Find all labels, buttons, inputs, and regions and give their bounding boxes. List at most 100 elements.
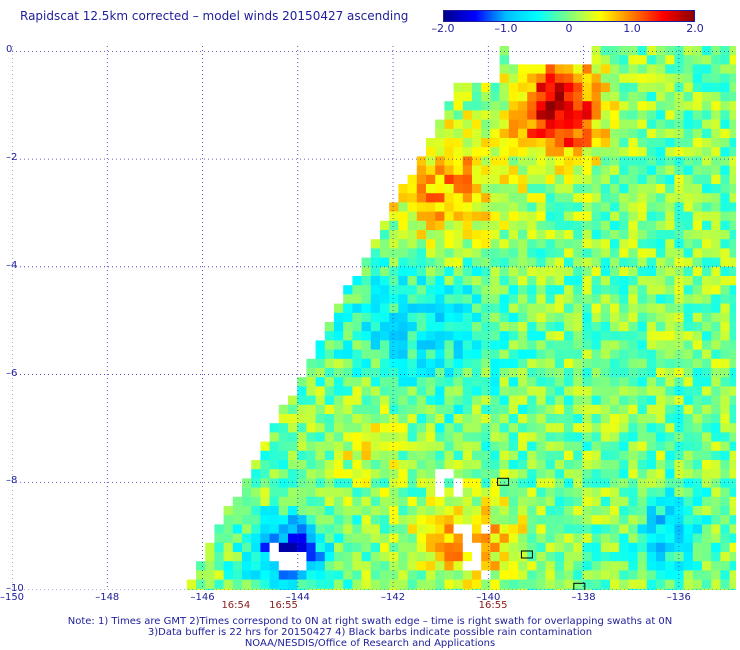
wind-cell (435, 515, 445, 525)
wind-cell (628, 386, 638, 396)
wind-cell (591, 542, 602, 553)
wind-cell (380, 506, 390, 516)
wind-cell (214, 552, 224, 562)
wind-cell (628, 128, 638, 139)
wind-cell (389, 331, 399, 341)
wind-cell (591, 386, 602, 396)
wind-cell (205, 561, 215, 571)
colorbar (443, 10, 695, 22)
wind-cell (389, 524, 399, 534)
wind-cell (619, 174, 629, 185)
wind-cell (610, 542, 620, 553)
wind-cell (628, 46, 638, 56)
wind-cell (545, 358, 556, 369)
wind-cell (416, 220, 427, 231)
wind-cell (499, 92, 510, 102)
wind-cell (380, 377, 390, 387)
wind-cell (499, 552, 510, 562)
wind-cell (564, 82, 574, 93)
wind-cell (435, 312, 445, 323)
wind-cell (619, 579, 629, 590)
wind-cell (444, 119, 454, 130)
wind-cell (426, 340, 436, 350)
wind-cell (361, 257, 372, 268)
wind-cell (582, 570, 592, 580)
wind-cell (435, 303, 445, 314)
wind-cell (269, 423, 280, 433)
wind-cell (637, 110, 648, 120)
wind-cell (490, 239, 500, 249)
wind-cell (628, 193, 638, 203)
wind-cell (389, 257, 399, 268)
wind-cell (361, 276, 372, 286)
wind-cell (536, 469, 546, 479)
wind-cell (380, 358, 390, 369)
wind-cell (665, 524, 675, 534)
wind-cell (628, 73, 638, 84)
wind-cell (646, 147, 657, 157)
wind-cell (591, 101, 602, 111)
wind-cell (315, 561, 326, 571)
wind-cell (490, 349, 500, 360)
wind-cell (628, 432, 638, 442)
wind-cell (315, 579, 326, 590)
wind-cell (370, 469, 381, 479)
wind-cell (426, 156, 436, 166)
wind-cell (260, 441, 270, 452)
wind-cell (711, 211, 721, 222)
wind-cell (435, 579, 445, 590)
wind-cell (407, 294, 418, 304)
wind-cell (426, 184, 436, 194)
wind-cell (462, 588, 473, 590)
wind-cell (508, 64, 519, 74)
wind-cell (573, 460, 583, 470)
wind-cell (444, 331, 454, 341)
wind-cell (720, 138, 730, 148)
wind-cell (646, 570, 657, 580)
wind-cell (518, 174, 528, 185)
wind-cell (711, 579, 721, 590)
wind-cell (499, 64, 510, 74)
wind-cell (573, 579, 583, 590)
wind-cell (610, 128, 620, 139)
wind-cell (288, 588, 298, 590)
wind-cell (527, 340, 537, 350)
wind-cell (628, 174, 638, 185)
wind-cell (426, 368, 436, 378)
wind-cell (545, 460, 556, 470)
wind-cell (711, 432, 721, 442)
wind-cell (656, 119, 666, 130)
wind-cell (435, 368, 445, 378)
wind-cell (720, 128, 730, 139)
wind-cell (453, 184, 464, 194)
wind-cell (720, 524, 730, 534)
wind-cell (711, 285, 721, 295)
wind-cell (407, 184, 418, 194)
wind-cell (370, 239, 381, 249)
wind-cell (462, 377, 473, 387)
wind-cell (656, 460, 666, 470)
wind-cell (462, 174, 473, 185)
wind-cell (518, 266, 528, 277)
wind-cell (352, 414, 362, 424)
wind-cell (665, 119, 675, 130)
wind-cell (637, 211, 648, 222)
wind-cell (729, 276, 736, 286)
wind-cell (343, 312, 353, 323)
wind-cell (444, 395, 454, 406)
lon-tick-label: –140 (476, 592, 501, 603)
wind-cell (490, 92, 500, 102)
wind-cell (600, 156, 611, 166)
wind-cell (444, 460, 454, 470)
wind-cell (518, 147, 528, 157)
wind-cell (545, 174, 556, 185)
wind-cell (352, 432, 362, 442)
wind-cell (729, 322, 736, 332)
wind-cell (665, 450, 675, 461)
wind-cell (656, 515, 666, 525)
wind-cell (591, 579, 602, 590)
wind-cell (518, 64, 528, 74)
wind-cell (398, 552, 408, 562)
wind-cell (407, 533, 418, 544)
wind-cell (582, 184, 592, 194)
